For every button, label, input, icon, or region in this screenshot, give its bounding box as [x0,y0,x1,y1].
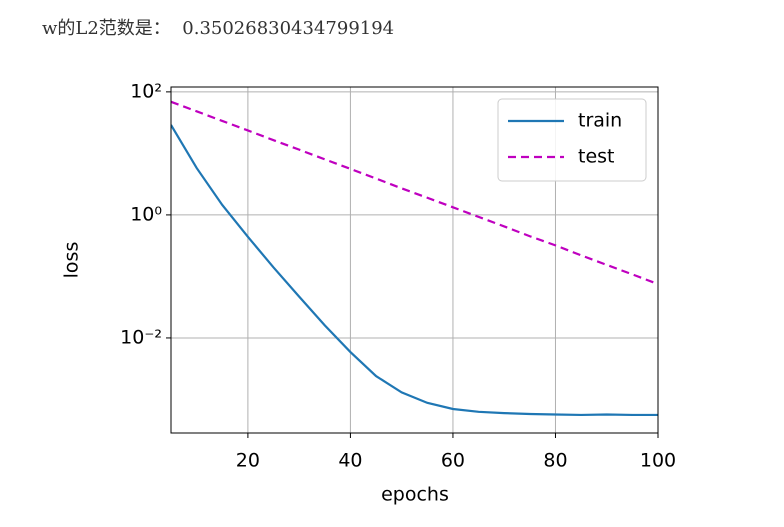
legend-label: test [578,146,615,168]
y-tick-label: 10⁻² [120,326,162,348]
line-series [171,100,658,286]
legend-label: train [578,110,622,132]
header-label: w的L2范数是： [42,18,171,39]
x-tick-label: 80 [543,450,567,472]
y-tick-label: 10⁰ [130,203,162,225]
x-tick-label: 40 [338,450,362,472]
x-axis-label: epochs [381,484,449,506]
y-tick-label: 10² [130,80,162,102]
header: w的L2范数是： 0.35026830434799194 [42,14,394,40]
x-tick-label: 20 [236,450,260,472]
y-axis-label: loss [61,242,83,279]
plot-frame [170,86,659,434]
header-value: 0.35026830434799194 [182,18,395,39]
x-tick-label: 60 [441,450,465,472]
x-tick-label: 100 [640,450,676,472]
legend-box [497,98,647,182]
line-series [171,124,658,417]
